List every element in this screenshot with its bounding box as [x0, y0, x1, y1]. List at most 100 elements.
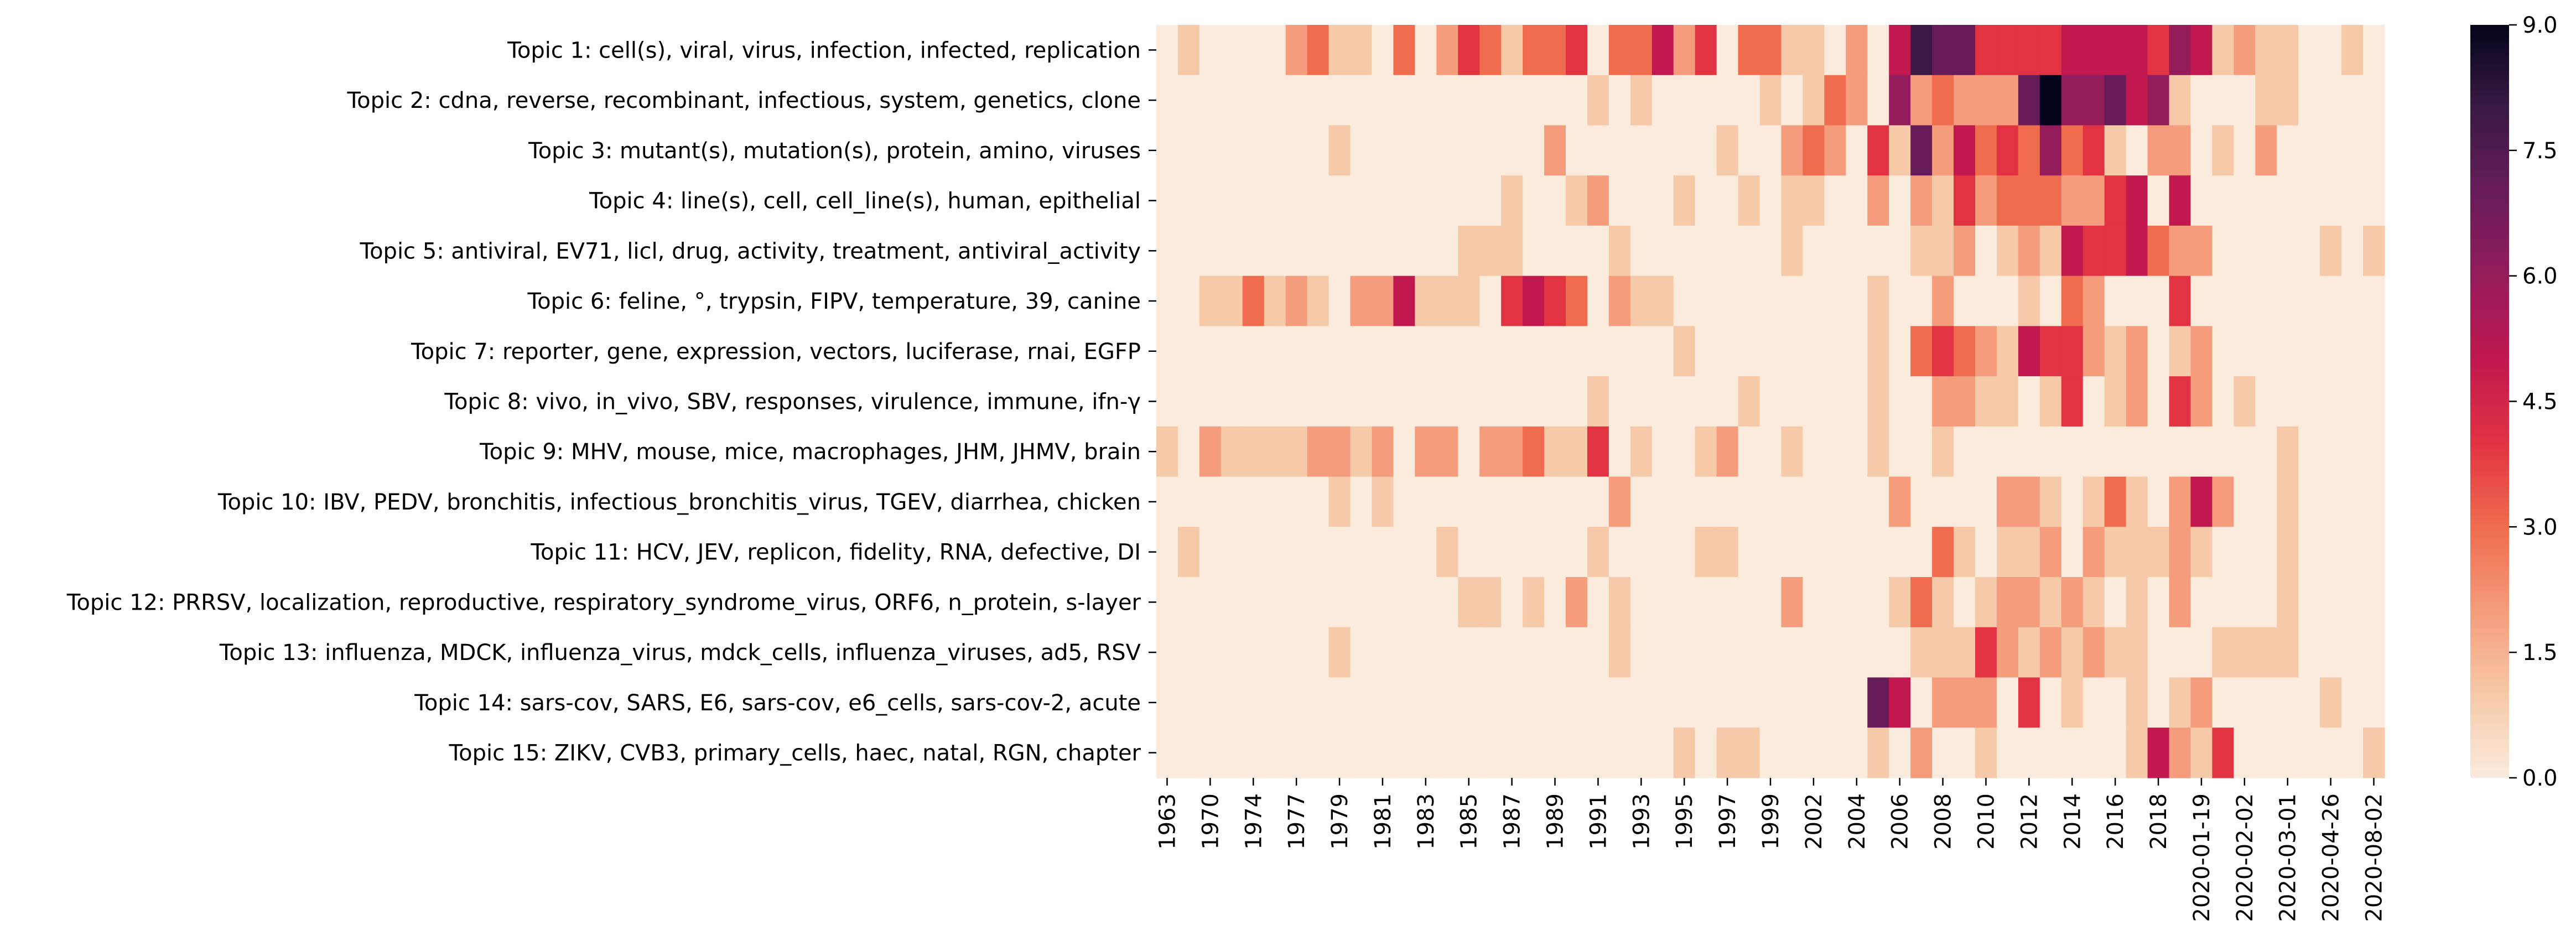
heatmap-cell	[1954, 577, 1976, 628]
heatmap-cell	[2061, 627, 2084, 678]
heatmap-cell	[1803, 527, 1825, 578]
heatmap-cell	[1630, 276, 1653, 326]
heatmap-cell	[2190, 25, 2213, 76]
heatmap-cell	[2212, 426, 2234, 477]
heatmap-cell	[1651, 727, 1674, 778]
heatmap-cell	[2234, 326, 2256, 377]
heatmap-cell	[1867, 75, 1889, 126]
heatmap-cell	[1372, 527, 1394, 578]
heatmap-cell	[2039, 627, 2062, 678]
heatmap-cell	[2190, 476, 2213, 527]
heatmap-cell	[1695, 326, 1717, 377]
heatmap-cell	[2061, 527, 2084, 578]
heatmap-cell	[1759, 727, 1782, 778]
heatmap-cell	[1372, 677, 1394, 728]
heatmap-cell	[1372, 276, 1394, 326]
heatmap-cell	[2298, 476, 2320, 527]
heatmap-cell	[1587, 326, 1609, 377]
heatmap-cell	[1221, 476, 1243, 527]
heatmap-cell	[1307, 225, 1329, 277]
heatmap-cell	[1630, 175, 1653, 226]
heatmap-cell	[1264, 677, 1286, 728]
heatmap-cell	[1781, 175, 1804, 226]
heatmap-cell	[1630, 326, 1653, 377]
heatmap-cell	[1436, 75, 1458, 126]
heatmap-cell	[1544, 25, 1566, 76]
heatmap-cell	[1523, 476, 1545, 527]
column-label: 1963	[1155, 793, 1180, 850]
heatmap-cell	[1350, 527, 1373, 578]
row-label: Topic 10: IBV, PEDV, bronchitis, infecti…	[217, 490, 1141, 515]
column-label: 1989	[1543, 793, 1569, 850]
heatmap-cell	[1199, 426, 1222, 477]
heatmap-cell	[1350, 175, 1373, 226]
heatmap-cell	[1393, 476, 1415, 527]
heatmap-cell	[1372, 577, 1394, 628]
row-label: Topic 5: antiviral, EV71, licl, drug, ac…	[359, 238, 1141, 264]
heatmap-cell	[1328, 175, 1351, 226]
heatmap-cell	[1307, 276, 1329, 326]
heatmap-cell	[1846, 527, 1868, 578]
heatmap-cell	[1458, 527, 1480, 578]
heatmap-cell	[1350, 376, 1373, 427]
heatmap-cell	[2082, 376, 2105, 427]
colorbar-gradient	[2470, 25, 2509, 778]
row-label: Topic 1: cell(s), viral, virus, infectio…	[507, 38, 1141, 63]
heatmap-cell	[1824, 276, 1846, 326]
heatmap-cell	[1975, 376, 1997, 427]
heatmap-cell	[1523, 426, 1545, 477]
heatmap-cell	[1738, 727, 1760, 778]
heatmap-cell	[2341, 527, 2364, 578]
row-label: Topic 14: sars-cov, SARS, E6, sars-cov, …	[414, 690, 1141, 716]
row-label: Topic 12: PRRSV, localization, reproduct…	[66, 590, 1141, 615]
heatmap-cell	[1803, 125, 1825, 176]
heatmap-cell	[1996, 677, 2019, 728]
heatmap-cell	[2082, 577, 2105, 628]
heatmap-cell	[1932, 677, 1954, 728]
heatmap-cell	[1673, 175, 1696, 226]
heatmap-cell	[1501, 577, 1523, 628]
heatmap-cell	[2341, 75, 2364, 126]
heatmap-cell	[2320, 627, 2342, 678]
heatmap-cell	[1479, 677, 1502, 728]
heatmap-cell	[1824, 225, 1846, 277]
heatmap-cell	[2320, 125, 2342, 176]
heatmap-cell	[1781, 125, 1804, 176]
heatmap-cell	[2018, 527, 2040, 578]
row-label: Topic 4: line(s), cell, cell_line(s), hu…	[589, 189, 1141, 214]
heatmap-cell	[1199, 125, 1222, 176]
heatmap-cell	[1608, 627, 1631, 678]
colorbar-tick-label: 1.5	[2522, 640, 2558, 666]
heatmap-cell	[2018, 677, 2040, 728]
heatmap-cell	[2341, 677, 2364, 728]
column-label: 1991	[1586, 793, 1611, 850]
heatmap-cell	[1651, 527, 1674, 578]
heatmap-cell	[1350, 276, 1373, 326]
heatmap-cell	[1372, 326, 1394, 377]
heatmap-cell	[1781, 727, 1804, 778]
heatmap-cell	[1501, 175, 1523, 226]
heatmap-cell	[1608, 727, 1631, 778]
heatmap-cell	[1803, 476, 1825, 527]
heatmap-cell	[1889, 476, 1911, 527]
column-label: 1981	[1370, 793, 1396, 850]
heatmap-cell	[1587, 426, 1609, 477]
heatmap-cell	[1393, 225, 1415, 277]
heatmap-cell	[1932, 577, 1954, 628]
heatmap-cell	[1264, 25, 1286, 76]
heatmap-cell	[1242, 125, 1265, 176]
heatmap-cell	[2363, 125, 2385, 176]
heatmap-cell	[1910, 677, 1933, 728]
column-label: 2016	[2103, 793, 2128, 850]
heatmap-cell	[1867, 527, 1889, 578]
heatmap-cell	[2234, 175, 2256, 226]
heatmap-cell	[1910, 527, 1933, 578]
heatmap-cell	[1759, 627, 1782, 678]
heatmap-cell	[2277, 276, 2299, 326]
heatmap-cell	[1566, 225, 1588, 277]
heatmap-cell	[1156, 326, 1178, 377]
heatmap-cell	[1372, 25, 1394, 76]
heatmap-cell	[1889, 677, 1911, 728]
heatmap-cell	[2212, 677, 2234, 728]
heatmap-cell	[1372, 225, 1394, 277]
